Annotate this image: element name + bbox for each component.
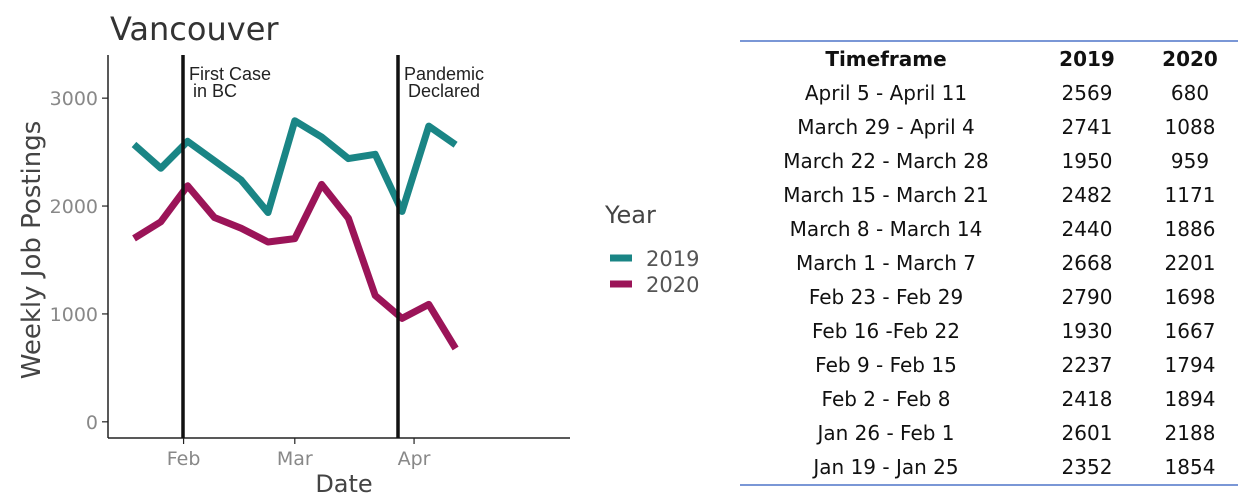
cell-2019: 2741 [1061, 115, 1113, 139]
cell-2019: 2237 [1061, 353, 1113, 377]
cell-2020: 1854 [1164, 455, 1216, 479]
legend-label: 2020 [646, 273, 699, 297]
header-2020: 2020 [1162, 47, 1218, 71]
cell-timeframe: Feb 2 - Feb 8 [821, 387, 951, 411]
cell-2020: 959 [1170, 149, 1210, 173]
x-tick-label: Apr [398, 448, 431, 470]
table-row: Feb 16 -Feb 22 1930 1667 [740, 314, 1238, 348]
cell-2020: 680 [1170, 81, 1210, 105]
event-label-line1: First Case [189, 64, 271, 84]
chart-title: Vancouver [110, 10, 279, 48]
series-line-2020 [132, 180, 459, 351]
cell-2019: 1930 [1061, 319, 1113, 343]
cell-2019: 2352 [1061, 455, 1113, 479]
data-table: Timeframe 2019 2020 April 5 - April 11 25… [740, 42, 1238, 484]
series-lines [131, 117, 459, 351]
cell-2019: 2418 [1061, 387, 1113, 411]
axes [107, 55, 570, 439]
y-tick-label: 3000 [50, 88, 98, 110]
cell-timeframe: April 5 - April 11 [804, 81, 968, 105]
cell-2020: 1088 [1164, 115, 1216, 139]
cell-2020: 1667 [1164, 319, 1216, 343]
cell-timeframe: Jan 19 - Jan 25 [813, 455, 959, 479]
cell-2019: 2601 [1061, 421, 1113, 445]
cell-2020: 1886 [1164, 217, 1216, 241]
table-row: Feb 9 - Feb 15 2237 1794 [740, 348, 1238, 382]
cell-2019: 2440 [1061, 217, 1113, 241]
cell-timeframe: March 8 - March 14 [789, 217, 983, 241]
cell-timeframe: March 22 - March 28 [783, 149, 989, 173]
cell-2020: 1894 [1164, 387, 1216, 411]
cell-2019: 2482 [1061, 183, 1113, 207]
table-row: Feb 2 - Feb 8 2418 1894 [740, 382, 1238, 416]
cell-2019: 2668 [1061, 251, 1113, 275]
table-row: Jan 26 - Feb 1 2601 2188 [740, 416, 1238, 450]
cell-2020: 2188 [1164, 421, 1216, 445]
x-ticks: Feb Mar Apr [167, 438, 431, 470]
table-row: March 1 - March 7 2668 2201 [740, 246, 1238, 280]
table-top-rule [740, 40, 1238, 42]
event-label-line2: in BC [193, 81, 237, 101]
y-ticks: 0 1000 2000 3000 [50, 88, 108, 434]
cell-2020: 1794 [1164, 353, 1216, 377]
cell-timeframe: Feb 23 - Feb 29 [808, 285, 964, 309]
header-2019: 2019 [1059, 47, 1115, 71]
cell-timeframe: March 29 - April 4 [797, 115, 975, 139]
x-axis-label: Date [315, 470, 372, 498]
y-tick-label: 1000 [50, 304, 98, 326]
header-timeframe: Timeframe [825, 47, 947, 71]
x-tick-label: Feb [167, 448, 201, 470]
table-row: March 8 - March 14 2440 1886 [740, 212, 1238, 246]
y-tick-label: 0 [86, 412, 98, 434]
table-row: March 29 - April 4 2741 1088 [740, 110, 1238, 144]
legend-label: 2019 [646, 247, 699, 271]
line-chart: Vancouver Weekly Job Postings Date 0 1000… [17, 10, 699, 498]
cell-2019: 1950 [1061, 149, 1113, 173]
x-tick-label: Mar [277, 448, 313, 470]
table-header-row: Timeframe 2019 2020 [740, 42, 1238, 76]
table-row: Jan 19 - Jan 25 2352 1854 [740, 450, 1238, 484]
y-axis-label: Weekly Job Postings [17, 121, 47, 380]
table-bottom-rule [740, 484, 1238, 486]
legend-title: Year [604, 201, 656, 229]
data-table-container: Timeframe 2019 2020 April 5 - April 11 25… [740, 40, 1238, 486]
cell-timeframe: Feb 16 -Feb 22 [811, 319, 960, 343]
cell-timeframe: Jan 26 - Feb 1 [817, 421, 955, 445]
table-row: Feb 23 - Feb 29 2790 1698 [740, 280, 1238, 314]
event-label-line2: Declared [408, 81, 480, 101]
series-line-2019 [131, 117, 458, 216]
cell-timeframe: March 15 - March 21 [783, 183, 989, 207]
table-row: March 22 - March 28 1950 959 [740, 144, 1238, 178]
cell-2020: 2201 [1164, 251, 1216, 275]
cell-2020: 1698 [1164, 285, 1216, 309]
cell-2019: 2790 [1061, 285, 1113, 309]
cell-timeframe: Feb 9 - Feb 15 [815, 353, 957, 377]
table-row: April 5 - April 11 2569 680 [740, 76, 1238, 110]
table-row: March 15 - March 21 2482 1171 [740, 178, 1238, 212]
y-tick-label: 2000 [50, 196, 98, 218]
cell-2020: 1171 [1164, 183, 1216, 207]
cell-2019: 2569 [1061, 81, 1113, 105]
cell-timeframe: March 1 - March 7 [795, 251, 977, 275]
event-label-line1: Pandemic [404, 64, 484, 84]
